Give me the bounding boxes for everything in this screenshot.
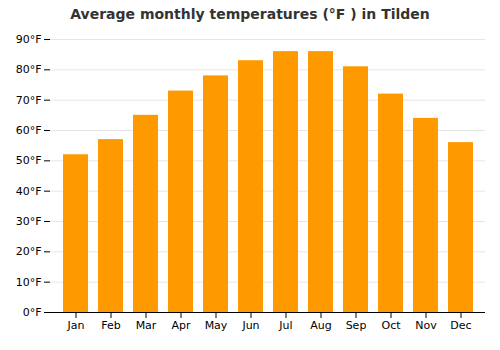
svg-text:30°F: 30°F (16, 215, 42, 228)
svg-text:Oct: Oct (381, 319, 401, 332)
svg-text:20°F: 20°F (16, 245, 42, 258)
svg-text:70°F: 70°F (16, 94, 42, 107)
svg-text:Sep: Sep (346, 319, 367, 332)
svg-text:May: May (205, 319, 228, 332)
svg-text:Dec: Dec (450, 319, 471, 332)
svg-text:Jun: Jun (241, 319, 259, 332)
svg-text:Apr: Apr (171, 319, 191, 332)
svg-text:Jul: Jul (278, 319, 292, 332)
svg-text:10°F: 10°F (16, 276, 42, 289)
svg-text:40°F: 40°F (16, 185, 42, 198)
svg-text:Jan: Jan (67, 319, 85, 332)
svg-text:Aug: Aug (310, 319, 331, 332)
svg-text:Mar: Mar (136, 319, 157, 332)
svg-text:50°F: 50°F (16, 154, 42, 167)
html-text:Average monthly temperatures (: Average monthly temperatures (°F ) in Ti… (70, 6, 430, 22)
svg-text:60°F: 60°F (16, 124, 42, 137)
svg-text:Nov: Nov (415, 319, 437, 332)
svg-text:90°F: 90°F (16, 33, 42, 46)
svg-text:80°F: 80°F (16, 63, 42, 76)
svg-text:Feb: Feb (101, 319, 120, 332)
svg-text:0°F: 0°F (23, 306, 42, 319)
